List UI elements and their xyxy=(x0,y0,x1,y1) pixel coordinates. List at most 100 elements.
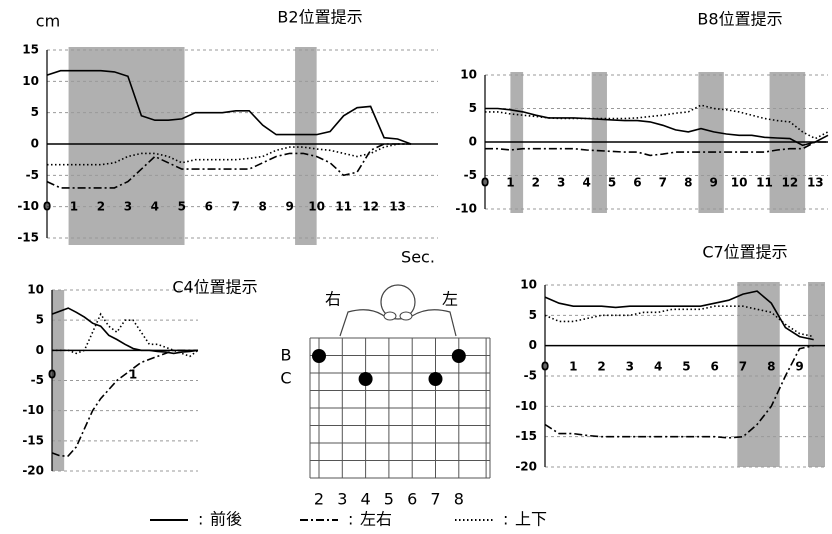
x-axis-label: Sec. xyxy=(401,248,435,267)
x-tick-label: 0 xyxy=(48,368,56,382)
ear xyxy=(400,312,412,320)
diagram-art xyxy=(340,285,456,336)
x-tick-label: 4 xyxy=(654,360,662,374)
y-tick-label: -15 xyxy=(515,429,537,443)
y-tick-label: -10 xyxy=(455,202,477,216)
y-tick-label: 0 xyxy=(36,343,44,357)
column-label: 2 xyxy=(314,490,324,509)
x-tick-label: 10 xyxy=(731,176,748,190)
legend-separator: : xyxy=(198,510,203,529)
y-tick-label: -5 xyxy=(26,168,39,182)
x-tick-label: 1 xyxy=(569,360,577,374)
y-tick-label: 15 xyxy=(22,43,39,57)
series-line xyxy=(52,308,198,353)
x-tick-label: 6 xyxy=(633,176,641,190)
x-tick-label: 9 xyxy=(286,200,294,214)
x-tick-label: 6 xyxy=(205,200,213,214)
x-tick-label: 0 xyxy=(43,200,51,214)
column-label: 5 xyxy=(384,490,394,509)
column-label: 6 xyxy=(407,490,417,509)
y-tick-label: 10 xyxy=(460,68,477,82)
series-line xyxy=(52,350,198,456)
x-tick-label: 12 xyxy=(362,200,379,214)
y-tick-label: 5 xyxy=(529,308,537,322)
y-tick-label: -15 xyxy=(22,433,44,447)
x-tick-label: 1 xyxy=(70,200,78,214)
y-tick-label: -5 xyxy=(31,373,44,387)
y-tick-label: -15 xyxy=(17,231,39,245)
x-tick-label: 0 xyxy=(541,360,549,374)
column-label: 8 xyxy=(454,490,464,509)
x-tick-label: 4 xyxy=(582,176,590,190)
column-label: 7 xyxy=(430,490,440,509)
y-tick-label: 5 xyxy=(469,101,477,115)
y-tick-label: 5 xyxy=(36,313,44,327)
ear xyxy=(384,312,396,320)
x-tick-label: 11 xyxy=(335,200,352,214)
x-tick-label: 13 xyxy=(389,200,406,214)
position-dot xyxy=(359,372,373,386)
y-tick-label: 5 xyxy=(31,105,39,119)
y-tick-label: -10 xyxy=(22,403,44,417)
y-tick-label: -10 xyxy=(515,399,537,413)
x-tick-label: 4 xyxy=(151,200,159,214)
legend-separator: : xyxy=(348,510,353,529)
x-tick-label: 3 xyxy=(626,360,634,374)
shaded-region xyxy=(808,282,825,467)
position-dot xyxy=(429,372,443,386)
x-tick-label: 3 xyxy=(124,200,132,214)
x-tick-label: 5 xyxy=(608,176,616,190)
y-tick-label: -5 xyxy=(524,369,537,383)
y-tick-label: -5 xyxy=(464,168,477,182)
legend-separator: : xyxy=(503,510,508,529)
y-tick-label: 0 xyxy=(469,135,477,149)
x-tick-label: 6 xyxy=(711,360,719,374)
y-tick-label: 10 xyxy=(520,278,537,292)
column-label: 3 xyxy=(337,490,347,509)
x-tick-label: 3 xyxy=(557,176,565,190)
row-label: B xyxy=(281,346,292,365)
legend-label: 前後 xyxy=(210,510,242,529)
figure: -15-10-5051015012345678910111213B2位置提示cm… xyxy=(0,0,832,534)
x-tick-label: 5 xyxy=(178,200,186,214)
x-tick-label: 12 xyxy=(782,176,799,190)
x-tick-label: 2 xyxy=(597,360,605,374)
x-tick-label: 9 xyxy=(709,176,717,190)
y-tick-label: 0 xyxy=(529,338,537,352)
y-tick-label: 10 xyxy=(22,74,39,88)
chart-title: C4位置提示 xyxy=(172,278,257,297)
position-dot xyxy=(452,349,466,363)
x-tick-label: 11 xyxy=(756,176,773,190)
y-tick-label: 10 xyxy=(27,283,44,297)
legend-label: 左右 xyxy=(360,510,392,529)
chart-title: B8位置提示 xyxy=(697,10,782,29)
shaded-region xyxy=(295,47,317,245)
chart-title: C7位置提示 xyxy=(702,243,787,262)
x-tick-label: 1 xyxy=(506,176,514,190)
x-tick-label: 9 xyxy=(795,360,803,374)
y-axis-label: cm xyxy=(36,12,60,31)
y-tick-label: -10 xyxy=(17,199,39,213)
x-tick-label: 2 xyxy=(532,176,540,190)
row-label: C xyxy=(280,369,291,388)
x-tick-label: 8 xyxy=(684,176,692,190)
diagram-label: 左 xyxy=(442,290,458,309)
x-tick-label: 2 xyxy=(97,200,105,214)
chart-title: B2位置提示 xyxy=(277,8,362,27)
legend-label: 上下 xyxy=(515,510,547,529)
diagram-label: 右 xyxy=(325,290,341,309)
x-tick-label: 7 xyxy=(659,176,667,190)
y-tick-label: -20 xyxy=(515,460,537,474)
x-tick-label: 8 xyxy=(767,360,775,374)
y-tick-label: 0 xyxy=(31,137,39,151)
x-tick-label: 7 xyxy=(739,360,747,374)
column-label: 4 xyxy=(361,490,371,509)
position-dot xyxy=(312,349,326,363)
x-tick-label: 5 xyxy=(682,360,690,374)
x-tick-label: 10 xyxy=(308,200,325,214)
x-tick-label: 8 xyxy=(259,200,267,214)
y-tick-label: -20 xyxy=(22,464,44,478)
x-tick-label: 7 xyxy=(232,200,240,214)
x-tick-label: 0 xyxy=(481,176,489,190)
x-tick-label: 13 xyxy=(807,176,824,190)
